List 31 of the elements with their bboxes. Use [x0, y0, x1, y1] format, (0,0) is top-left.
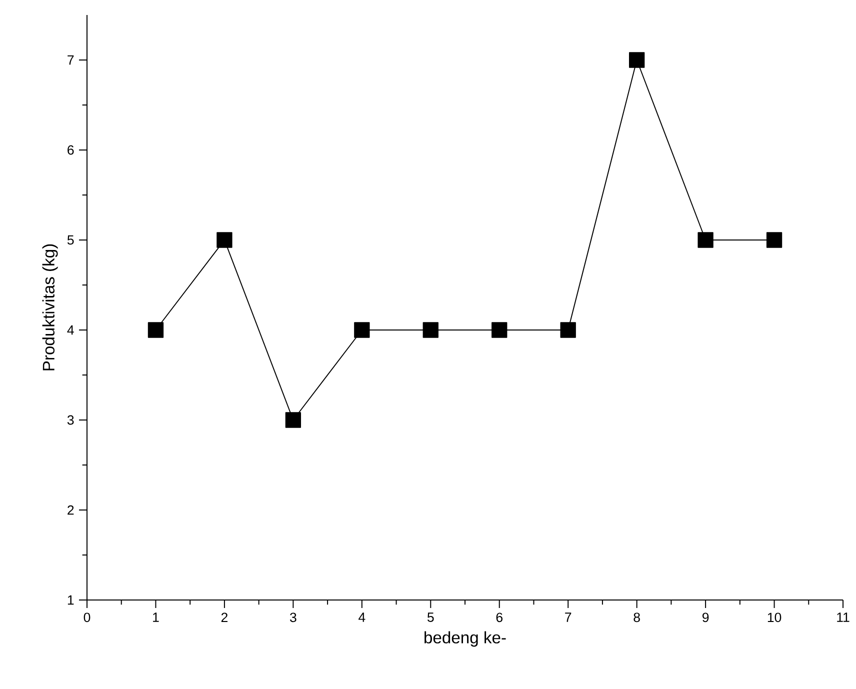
x-axis-title: bedeng ke- [424, 631, 506, 647]
point [354, 322, 370, 338]
y-tick-label: 1 [68, 595, 74, 605]
point [492, 322, 508, 338]
point [216, 232, 232, 248]
point [148, 322, 164, 338]
y-tick-label: 2 [68, 505, 74, 515]
y-tick-label: 7 [68, 55, 74, 65]
point [628, 52, 645, 68]
x-tick-label: 11 [837, 612, 850, 622]
x-tick-label: 2 [221, 612, 228, 622]
x-tick-label: 8 [634, 612, 640, 622]
x-tick-label: 5 [427, 612, 434, 622]
y-axis-title: Produktivitas (kg) [42, 244, 58, 370]
x-tick-label: 4 [358, 612, 366, 622]
point [698, 232, 714, 248]
x-tick-label: 10 [768, 612, 782, 622]
y-tick-label: 6 [68, 145, 74, 155]
point [560, 322, 576, 338]
point [285, 412, 302, 428]
point [766, 232, 782, 248]
y-tick-label: 5 [67, 235, 74, 245]
x-tick-label: 0 [84, 612, 90, 622]
x-tick-label: 9 [702, 612, 709, 622]
y-tick-label: 4 [67, 325, 74, 335]
x-tick-label: 3 [290, 612, 296, 622]
x-tick-label: 1 [153, 612, 159, 622]
y-tick-label: 3 [67, 415, 74, 425]
x-tick-label: 6 [496, 612, 502, 622]
point [422, 322, 438, 338]
x-tick-label: 7 [565, 612, 572, 622]
